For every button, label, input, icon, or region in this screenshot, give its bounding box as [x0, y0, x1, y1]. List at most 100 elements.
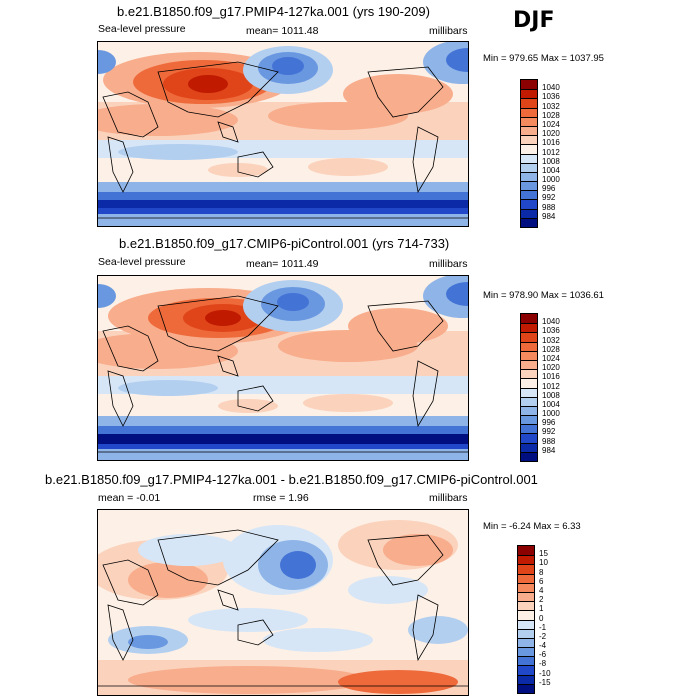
- colorbar-tick-label: 992: [542, 193, 556, 203]
- colorbar-tick-label: 1016: [542, 372, 560, 382]
- colorbar-swatch: [521, 451, 537, 461]
- colorbar-tick-label: 1028: [542, 110, 560, 120]
- colorbar-tick-label: 2: [539, 595, 544, 605]
- colorbar-swatch: [521, 98, 537, 108]
- colorbar-tick-label: 1: [539, 604, 544, 614]
- colorbar-swatch: [521, 116, 537, 126]
- panel2-title: b.e21.B1850.f09_g17.CMIP6-piControl.001 …: [119, 236, 450, 251]
- colorbar-swatch: [518, 674, 534, 684]
- colorbar-swatch: [521, 323, 537, 333]
- colorbar-tick-label: 1024: [542, 119, 560, 129]
- colorbar-swatch: [518, 582, 534, 592]
- panel2-colorbar: [520, 313, 538, 462]
- colorbar-swatch: [518, 610, 534, 620]
- colorbar-swatch: [521, 396, 537, 406]
- panel1-minmax-label: Min = 979.65 Max = 1037.95: [483, 53, 604, 64]
- colorbar-swatch: [518, 619, 534, 629]
- panel1-units-label: millibars: [429, 25, 468, 37]
- colorbar-swatch: [521, 190, 537, 200]
- colorbar-swatch: [521, 415, 537, 425]
- colorbar-swatch: [521, 341, 537, 351]
- colorbar-swatch: [521, 332, 537, 342]
- colorbar-swatch: [518, 555, 534, 565]
- colorbar-swatch: [521, 208, 537, 218]
- panel1-map: [97, 41, 469, 227]
- colorbar-swatch: [518, 573, 534, 583]
- colorbar-swatch: [521, 80, 537, 90]
- colorbar-tick-label: 1036: [542, 92, 560, 102]
- colorbar-tick-label: 992: [542, 427, 556, 437]
- colorbar-tick-label: 1008: [542, 390, 560, 400]
- panel2-minmax-label: Min = 978.90 Max = 1036.61: [483, 290, 604, 301]
- colorbar-swatch: [521, 405, 537, 416]
- panel3-colorbar: [517, 545, 535, 694]
- colorbar-swatch: [521, 125, 537, 136]
- colorbar-swatch: [518, 628, 534, 638]
- colorbar-swatch: [521, 433, 537, 443]
- colorbar-tick-label: 1004: [542, 165, 560, 175]
- colorbar-tick-label: -4: [539, 641, 547, 651]
- colorbar-swatch: [521, 135, 537, 145]
- colorbar-swatch: [518, 564, 534, 574]
- season-label: DJF: [513, 8, 555, 33]
- colorbar-swatch: [518, 647, 534, 657]
- colorbar-tick-label: 996: [542, 184, 556, 194]
- panel2-mean-label: mean= 1011.49: [246, 258, 319, 270]
- panel2-units-label: millibars: [429, 258, 468, 270]
- colorbar-tick-label: 1024: [542, 353, 560, 363]
- colorbar-tick-label: 10: [539, 558, 548, 568]
- colorbar-tick-label: -6: [539, 650, 547, 660]
- colorbar-tick-label: 1008: [542, 156, 560, 166]
- colorbar-tick-label: 1040: [542, 317, 560, 327]
- colorbar-tick-label: -15: [539, 677, 551, 687]
- panel2-variable-label: Sea-level pressure: [98, 256, 186, 268]
- colorbar-tick-label: 8: [539, 567, 544, 577]
- colorbar-swatch: [521, 144, 537, 154]
- colorbar-tick-label: 1000: [542, 175, 560, 185]
- colorbar-swatch: [518, 546, 534, 556]
- colorbar-tick-label: -1: [539, 622, 547, 632]
- colorbar-tick-label: 1036: [542, 326, 560, 336]
- panel1-mean-label: mean= 1011.48: [246, 25, 319, 37]
- colorbar-swatch: [521, 387, 537, 397]
- colorbar-swatch: [521, 378, 537, 388]
- colorbar-tick-label: 1028: [542, 344, 560, 354]
- colorbar-tick-label: 996: [542, 418, 556, 428]
- colorbar-tick-label: 1012: [542, 147, 560, 157]
- panel3-rmse-label: rmse = 1.96: [253, 492, 309, 504]
- colorbar-tick-label: 1020: [542, 129, 560, 139]
- panel3-units-label: millibars: [429, 492, 468, 504]
- panel3-mean-label: mean = -0.01: [98, 492, 161, 504]
- colorbar-swatch: [518, 665, 534, 675]
- colorbar-swatch: [521, 89, 537, 99]
- colorbar-tick-label: 1040: [542, 83, 560, 93]
- colorbar-swatch: [521, 153, 537, 163]
- panel3-map: [97, 509, 469, 696]
- colorbar-swatch: [521, 217, 537, 227]
- colorbar-tick-label: 1000: [542, 409, 560, 419]
- colorbar-tick-label: 1004: [542, 399, 560, 409]
- colorbar-swatch: [518, 601, 534, 611]
- colorbar-tick-label: 984: [542, 445, 556, 455]
- colorbar-tick-label: -2: [539, 631, 547, 641]
- colorbar-swatch: [518, 683, 534, 693]
- colorbar-tick-label: 1016: [542, 138, 560, 148]
- colorbar-tick-label: 988: [542, 436, 556, 446]
- panel3-minmax-label: Min = -6.24 Max = 6.33: [483, 521, 581, 532]
- colorbar-swatch: [518, 591, 534, 602]
- panel1-title: b.e21.B1850.f09_g17.PMIP4-127ka.001 (yrs…: [117, 4, 430, 19]
- colorbar-tick-label: 1012: [542, 381, 560, 391]
- panel2-contour-field: [98, 276, 468, 460]
- panel1-variable-label: Sea-level pressure: [98, 23, 186, 35]
- colorbar-tick-label: 0: [539, 613, 544, 623]
- colorbar-tick-label: 4: [539, 585, 544, 595]
- colorbar-swatch: [518, 637, 534, 648]
- colorbar-swatch: [521, 424, 537, 434]
- colorbar-swatch: [521, 359, 537, 370]
- colorbar-tick-label: 984: [542, 211, 556, 221]
- colorbar-swatch: [521, 107, 537, 117]
- colorbar-tick-label: 988: [542, 202, 556, 212]
- colorbar-tick-label: 1020: [542, 363, 560, 373]
- colorbar-swatch: [521, 181, 537, 191]
- colorbar-swatch: [521, 314, 537, 324]
